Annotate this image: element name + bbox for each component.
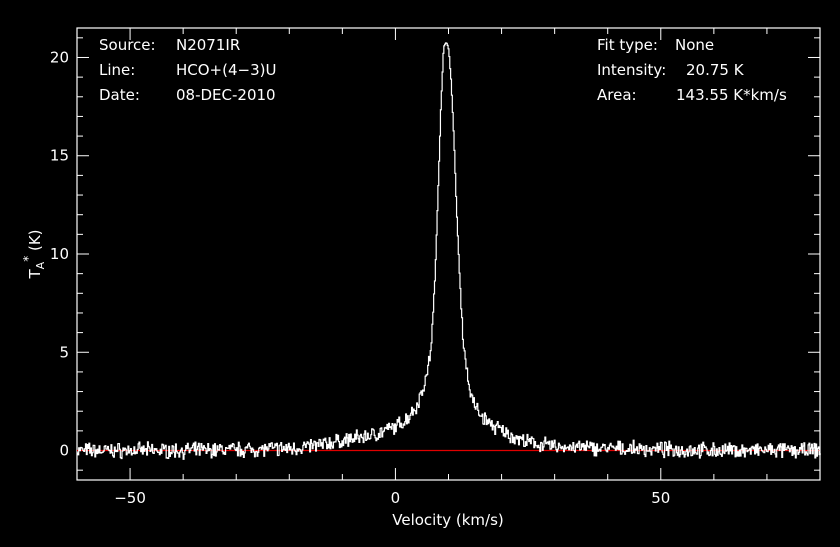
x-tick-label: −50 bbox=[114, 489, 146, 507]
y-tick-label: 5 bbox=[59, 343, 69, 361]
info-area-value: 143.55 K*km/s bbox=[676, 86, 787, 104]
y-axis-label: TA* (K) bbox=[21, 229, 47, 279]
y-tick-label: 10 bbox=[50, 245, 69, 263]
spectrum-series-line bbox=[77, 42, 821, 460]
x-axis-ticks: −50 0 50 bbox=[76, 28, 821, 507]
info-right: Fit type: None Intensity: 20.75 K Area: … bbox=[597, 36, 787, 104]
y-tick-label: 15 bbox=[50, 147, 69, 165]
info-date-value: 08-DEC-2010 bbox=[176, 86, 276, 104]
x-axis-label: Velocity (km/s) bbox=[392, 511, 503, 529]
info-left: Source: N2071IR Line: HCO+(4−3)U Date: 0… bbox=[99, 36, 276, 104]
x-tick-label: 0 bbox=[391, 489, 401, 507]
y-axis-ticks: 0 5 10 15 20 bbox=[50, 37, 820, 471]
y-tick-label: 0 bbox=[59, 442, 69, 460]
info-fit-type-value: None bbox=[675, 36, 714, 54]
svg-text:TA* (K): TA* (K) bbox=[21, 229, 47, 279]
info-date-label: Date: bbox=[99, 86, 140, 104]
info-source-value: N2071IR bbox=[176, 36, 240, 54]
info-intensity-value: 20.75 K bbox=[686, 61, 745, 79]
info-fit-type-label: Fit type: bbox=[597, 36, 658, 54]
y-tick-label: 20 bbox=[50, 48, 69, 66]
x-tick-label: 50 bbox=[651, 489, 670, 507]
info-line-value: HCO+(4−3)U bbox=[176, 61, 276, 79]
info-area-label: Area: bbox=[597, 86, 637, 104]
info-intensity-label: Intensity: bbox=[597, 61, 666, 79]
info-source-label: Source: bbox=[99, 36, 156, 54]
info-line-label: Line: bbox=[99, 61, 135, 79]
